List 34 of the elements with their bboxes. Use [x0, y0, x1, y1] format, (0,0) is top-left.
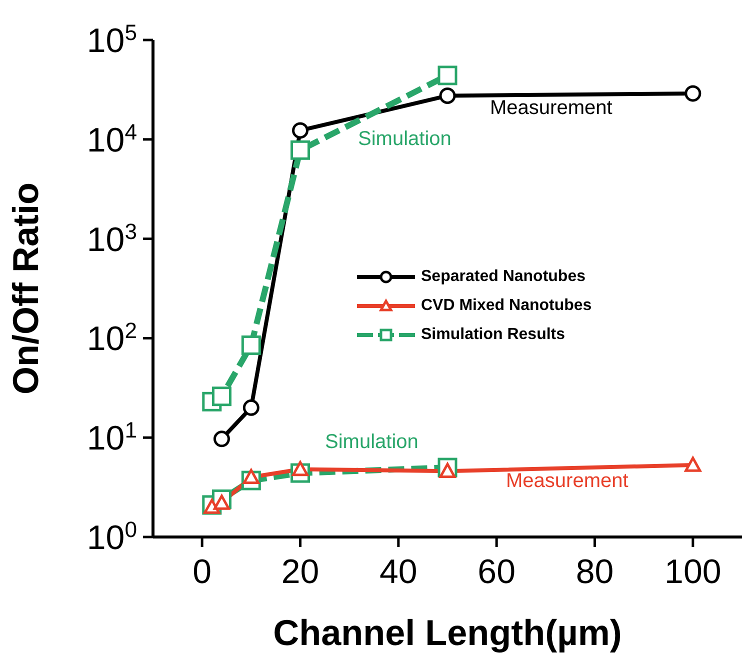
y-tick-label: 10$^{5}$: [86, 20, 137, 60]
x-tick-label: 80: [576, 553, 614, 591]
point: [439, 462, 456, 478]
point: [290, 140, 310, 160]
point: [213, 430, 230, 448]
y-tick-label: 10$^{4}$: [86, 118, 137, 160]
point: [684, 456, 702, 472]
annotation: Measurement: [506, 470, 628, 492]
point: [292, 122, 308, 139]
y-tick-label: 10$^{0}$: [86, 516, 137, 557]
y-tick-label: 10$^{1}$: [86, 417, 137, 458]
x-axis-title: Channel Length(µm): [273, 612, 622, 653]
point: [438, 66, 458, 86]
y-axis-title: On/Off Ratio: [5, 182, 46, 394]
x-tick-label: 60: [478, 553, 516, 591]
annotation: Measurement: [490, 97, 612, 119]
x-tick-label: 40: [380, 553, 418, 591]
point: [213, 494, 230, 510]
point: [439, 87, 456, 104]
point: [242, 468, 260, 484]
annotation: Simulation: [358, 128, 452, 150]
y-tick-label: 10$^{3}$: [86, 218, 137, 259]
x-tick-label: 0: [192, 553, 212, 591]
annotation: Simulation: [325, 431, 418, 453]
x-tick-label: 20: [281, 553, 320, 591]
legend-label: CVD Mixed Nanotubes: [421, 296, 592, 314]
point: [242, 399, 260, 416]
y-tick-label: 10$^{2}$: [86, 318, 137, 358]
point: [212, 386, 232, 406]
point: [684, 85, 702, 102]
point: [241, 335, 261, 355]
legend-label: Simulation Results: [421, 326, 566, 344]
x-tick-label: 100: [664, 553, 722, 591]
legend-label: Separated Nanotubes: [421, 268, 586, 286]
